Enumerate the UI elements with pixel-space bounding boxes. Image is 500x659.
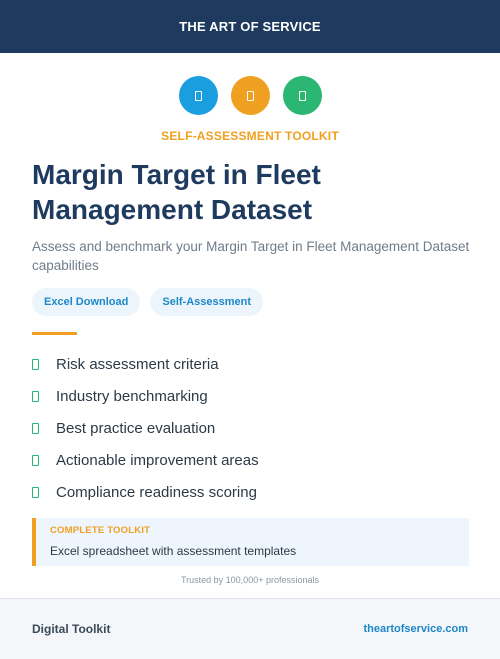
feature-label: Best practice evaluation [56,419,216,437]
feature-list: Risk assessment criteria Industry benchm… [32,348,472,508]
footer-bar: Digital Toolkit theartofservice.com [0,598,500,659]
callout-label: COMPLETE TOOLKIT [50,525,151,536]
banner-title: THE ART OF SERVICE [179,19,321,34]
check-icon [32,358,39,370]
checklist-icon [230,76,270,115]
feature-label: Risk assessment criteria [56,355,219,373]
feature-label: Industry benchmarking [56,387,208,405]
icon-row [0,76,500,115]
spreadsheet-icon [178,76,218,115]
feature-label: Compliance readiness scoring [56,483,257,501]
callout-text: Excel spreadsheet with assessment templa… [50,544,297,558]
top-banner: THE ART OF SERVICE [0,0,500,53]
kicker-label: SELF-ASSESSMENT TOOLKIT [161,129,339,143]
trusted-note: Trusted by 100,000+ professionals [180,575,319,585]
list-item: Industry benchmarking [32,380,472,412]
list-item: Compliance readiness scoring [32,476,472,508]
check-icon [32,486,39,498]
tag-self-assessment: Self-Assessment [150,288,264,316]
check-icon [32,454,39,466]
accent-divider [32,332,77,335]
tag-list: Excel Download Self-Assessment [32,288,264,316]
check-icon [32,422,39,434]
list-item: Actionable improvement areas [32,444,472,476]
feature-label: Actionable improvement areas [56,451,259,469]
check-icon [32,390,39,402]
list-item: Best practice evaluation [32,412,472,444]
list-item: Risk assessment criteria [32,348,472,380]
page-subtitle: Assess and benchmark your Margin Target … [32,239,470,273]
page-title: Margin Target in Fleet Management Datase… [32,159,321,225]
footer-brand: Digital Toolkit [32,622,111,636]
chart-icon [282,76,322,115]
footer-site-link[interactable]: theartofservice.com [363,623,468,635]
toolkit-callout: COMPLETE TOOLKIT Excel spreadsheet with … [32,518,469,566]
tag-excel-download: Excel Download [32,288,141,316]
